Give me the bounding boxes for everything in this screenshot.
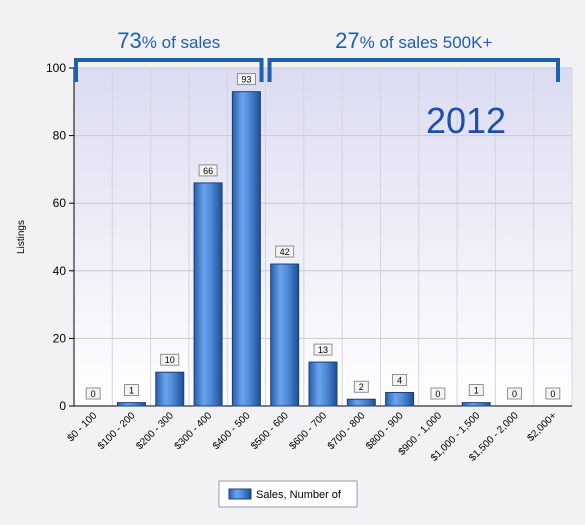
data-label-box bbox=[430, 387, 446, 400]
data-label: 0 bbox=[550, 389, 555, 399]
right-bracket bbox=[267, 58, 560, 82]
data-label: 0 bbox=[435, 389, 440, 399]
bar bbox=[385, 391, 415, 407]
data-label-box bbox=[468, 384, 484, 397]
right-bracket-text: % of sales 500K+ bbox=[360, 33, 493, 52]
data-label: 66 bbox=[203, 166, 213, 176]
y-tick-label: 0 bbox=[59, 399, 66, 413]
data-label: 1 bbox=[129, 386, 134, 396]
data-label-box bbox=[275, 245, 295, 258]
y-tick-label: 40 bbox=[53, 264, 67, 278]
data-label-box bbox=[198, 164, 218, 177]
data-label: 0 bbox=[91, 389, 96, 399]
bar bbox=[231, 91, 261, 407]
right-bracket-label: 27% of sales 500K+ bbox=[335, 28, 492, 53]
data-label-box bbox=[392, 374, 408, 386]
left-bracket-label: 73% of sales bbox=[117, 28, 220, 53]
data-label-box bbox=[353, 380, 369, 393]
data-label-box bbox=[85, 387, 101, 400]
y-tick-label: 80 bbox=[53, 129, 67, 143]
data-label: 93 bbox=[241, 75, 251, 85]
y-tick-label: 60 bbox=[53, 196, 67, 210]
bar bbox=[116, 402, 146, 407]
year-annotation: 2012 bbox=[426, 100, 506, 141]
data-label: 10 bbox=[165, 355, 175, 365]
data-label: 4 bbox=[397, 375, 402, 385]
data-label: 42 bbox=[280, 247, 290, 257]
data-label-box bbox=[124, 384, 139, 397]
data-label: 1 bbox=[474, 386, 479, 396]
legend-swatch bbox=[228, 488, 252, 500]
bar bbox=[270, 263, 300, 407]
data-label-box bbox=[313, 343, 333, 356]
data-label-box bbox=[236, 73, 256, 86]
bar bbox=[346, 398, 376, 407]
y-tick-label: 20 bbox=[53, 331, 67, 345]
bar bbox=[193, 182, 223, 407]
left-bracket bbox=[74, 58, 264, 82]
right-bracket-number: 27 bbox=[335, 28, 359, 53]
data-label-box bbox=[160, 353, 180, 366]
legend-label: Sales, Number of bbox=[256, 489, 342, 501]
left-bracket-text: % of sales bbox=[142, 33, 220, 52]
y-tick-label: 100 bbox=[46, 61, 66, 75]
bar bbox=[155, 371, 185, 407]
data-label: 13 bbox=[318, 345, 328, 355]
data-label-box bbox=[507, 387, 522, 400]
left-bracket-number: 73 bbox=[117, 28, 141, 53]
bar bbox=[308, 361, 338, 407]
bar bbox=[461, 402, 491, 407]
data-label: 2 bbox=[359, 382, 364, 392]
data-label: 0 bbox=[512, 389, 517, 399]
data-label-box bbox=[545, 387, 561, 400]
y-axis-label: Listings bbox=[16, 220, 27, 254]
